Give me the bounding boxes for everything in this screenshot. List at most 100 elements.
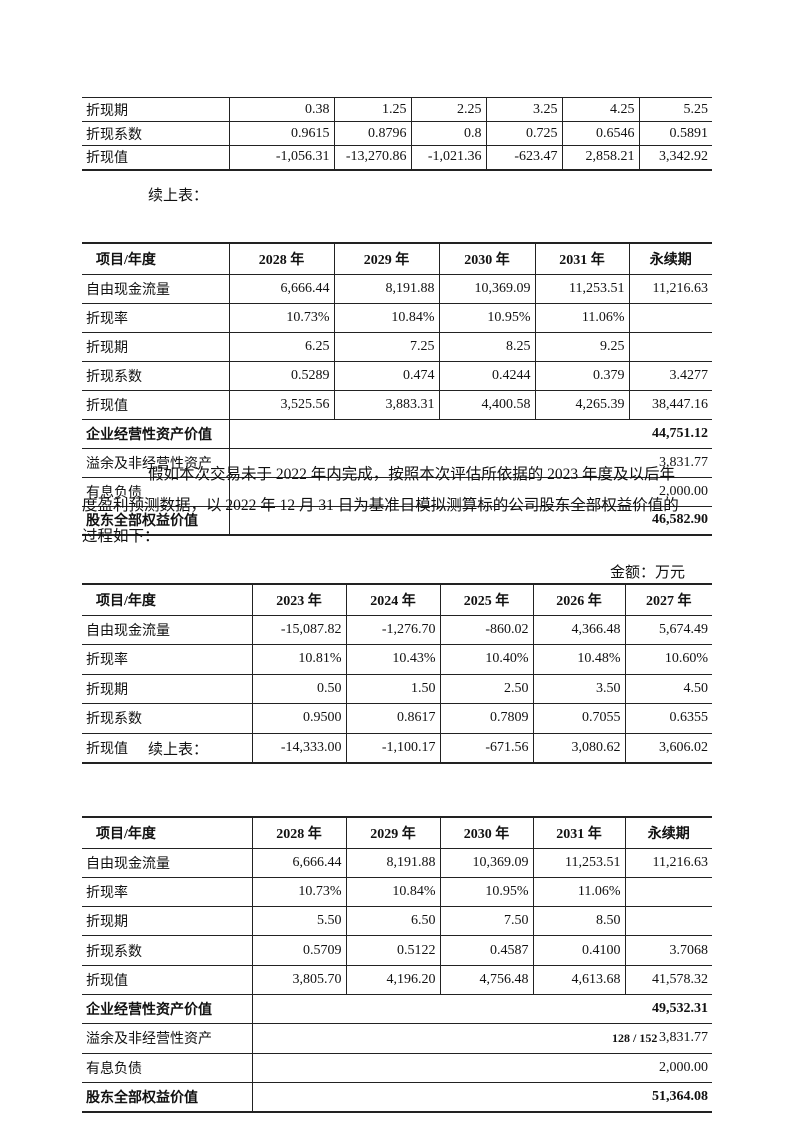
table-cell: 10.95% — [439, 876, 533, 908]
table-cell: 3,805.70 — [251, 964, 346, 995]
summary-row: 股东全部权益价值 46,582.90 — [82, 505, 712, 536]
table-cell: 9.25 — [534, 331, 629, 362]
row-label: 自由现金流量 — [82, 273, 229, 304]
summary-label: 有息负债 — [82, 1052, 252, 1083]
summary-label: 溢余及非经营性资产 — [82, 1023, 252, 1054]
table-cell: -1,276.70 — [345, 614, 440, 645]
table-cell: 2,858.21 — [561, 145, 639, 170]
discount-table-part2: 项目/年度 2028 年 2029 年 2030 年 2031 年永续期 自由现金流量 6,… — [82, 242, 712, 536]
table-cell: -1,056.31 — [228, 145, 334, 170]
table-cell: 6,666.44 — [228, 273, 334, 304]
summary-value: 49,532.31 — [251, 993, 712, 1025]
table-cell: 3,080.62 — [532, 732, 625, 763]
row-label: 折现系数 — [82, 703, 252, 734]
table-cell: 0.474 — [333, 360, 439, 391]
table-row: 折现值 3,525.56 3,883.31 4,400.58 4,265.39 38,44… — [82, 389, 712, 420]
table-cell: 0.379 — [534, 360, 629, 391]
summary-value: 2,000.00 — [251, 1052, 712, 1083]
table-cell: 10.81% — [251, 644, 346, 675]
column-header: 2028 年 — [228, 242, 334, 275]
row-label: 折现期 — [82, 906, 252, 937]
table-cell: -15,087.82 — [251, 614, 346, 645]
discount-table-part1-tail: 折现期 0.38 1.25 2.25 3.25 4.25 5.25 折现系数 0.9615 0.8… — [82, 97, 712, 171]
table-cell: 4,366.48 — [532, 614, 625, 645]
summary-label: 股东全部权益价值 — [82, 1081, 252, 1113]
summary-row: 企业经营性资产价值 44,751.12 — [82, 418, 712, 449]
table-cell — [624, 906, 712, 937]
column-header: 2024 年 — [345, 583, 440, 616]
simulated-discount-table-part1: 项目/年度 2023 年 2024 年 2025 年 2026 年 2027 年自由现金流… — [82, 583, 712, 764]
table-cell — [628, 302, 712, 333]
table-cell: 5,674.49 — [624, 614, 712, 645]
table-row: 折现系数 0.9615 0.8796 0.8 0.725 0.6546 0.5891 — [82, 121, 712, 146]
table-cell: 0.5709 — [251, 935, 346, 966]
table-cell: 0.6546 — [561, 121, 639, 146]
column-header: 2030 年 — [439, 816, 533, 849]
table-cell: 3,883.31 — [333, 389, 439, 420]
table-row: 自由现金流量 6,666.44 8,191.88 10,369.09 11,253.51… — [82, 273, 712, 304]
table-cell: 0.50 — [251, 673, 346, 704]
row-label: 折现系数 — [82, 360, 229, 391]
table-cell: 10.40% — [439, 644, 533, 675]
row-label: 折现率 — [82, 302, 229, 333]
summary-value: 51,364.08 — [251, 1081, 712, 1113]
table-row: 折现率 10.73% 10.84% 10.95% 11.06% — [82, 876, 712, 908]
table-cell: 10.60% — [624, 644, 712, 675]
table-cell: 3,342.92 — [638, 145, 712, 170]
body-paragraph: 假如本次交易未于 2022 年内完成，按照本次评估所依据的 2023 年度及以后… — [82, 466, 679, 545]
column-header: 2028 年 — [251, 816, 346, 849]
table-cell: 0.5891 — [638, 121, 712, 146]
table-row: 折现期 5.50 6.50 7.50 8.50 — [82, 906, 712, 937]
continued-label: 续上表： — [148, 742, 209, 758]
row-label: 折现率 — [82, 644, 252, 675]
table-cell: -860.02 — [439, 614, 533, 645]
continued-label: 续上表： — [148, 188, 209, 204]
summary-row: 溢余及非经营性资产 3,831.77 — [82, 447, 712, 478]
row-label: 折现期 — [82, 673, 252, 704]
row-label: 折现期 — [82, 97, 229, 122]
summary-label: 股东全部权益价值 — [82, 505, 229, 536]
summary-row: 股东全部权益价值 51,364.08 — [82, 1081, 712, 1113]
row-label: 折现值 — [82, 389, 229, 420]
table-cell: 8.50 — [532, 906, 625, 937]
table-cell: 7.25 — [333, 331, 439, 362]
simulated-discount-table-part2: 项目/年度 2028 年 2029 年 2030 年 2031 年永续期 自由现金流量 6,… — [82, 816, 712, 1113]
row-label: 折现值 — [82, 964, 252, 995]
table-cell: 3.7068 — [624, 935, 712, 966]
table-header-row: 项目/年度 2028 年 2029 年 2030 年 2031 年永续期 — [82, 816, 712, 849]
column-header: 2031 年 — [532, 816, 625, 849]
table-cell: 4,756.48 — [439, 964, 533, 995]
table-cell: -13,270.86 — [333, 145, 411, 170]
table-cell: -1,021.36 — [410, 145, 486, 170]
summary-label: 有息负债 — [82, 476, 229, 507]
table-cell: 11,216.63 — [624, 847, 712, 878]
column-header: 项目/年度 — [82, 242, 229, 275]
table-cell: -671.56 — [439, 732, 533, 763]
table-cell: 4.50 — [624, 673, 712, 704]
column-header: 2027 年 — [624, 583, 712, 616]
table-row: 自由现金流量 -15,087.82 -1,276.70 -860.02 4,366.48… — [82, 614, 712, 645]
table-cell: 4.25 — [561, 97, 639, 122]
table-cell: 11,216.63 — [628, 273, 712, 304]
table-cell: 0.725 — [485, 121, 562, 146]
table-cell: 4,265.39 — [534, 389, 629, 420]
column-header: 2031 年 — [534, 242, 629, 275]
table-cell: 0.9615 — [228, 121, 334, 146]
table-cell: 6.25 — [228, 331, 334, 362]
table-cell: 0.6355 — [624, 703, 712, 734]
table-cell: 3.4277 — [628, 360, 712, 391]
table-cell: 5.50 — [251, 906, 346, 937]
table-cell — [624, 876, 712, 908]
table-cell: 1.25 — [333, 97, 411, 122]
table-cell: 2.50 — [439, 673, 533, 704]
table-cell: 7.50 — [439, 906, 533, 937]
table-cell: 3.50 — [532, 673, 625, 704]
table-cell: 0.8617 — [345, 703, 440, 734]
table-cell: 0.8796 — [333, 121, 411, 146]
table-cell: -1,100.17 — [345, 732, 440, 763]
table-cell: 5.25 — [638, 97, 712, 122]
table-cell: 8,191.88 — [345, 847, 440, 878]
table-row: 自由现金流量 6,666.44 8,191.88 10,369.09 11,253.51… — [82, 847, 712, 878]
summary-value: 46,582.90 — [228, 505, 712, 536]
